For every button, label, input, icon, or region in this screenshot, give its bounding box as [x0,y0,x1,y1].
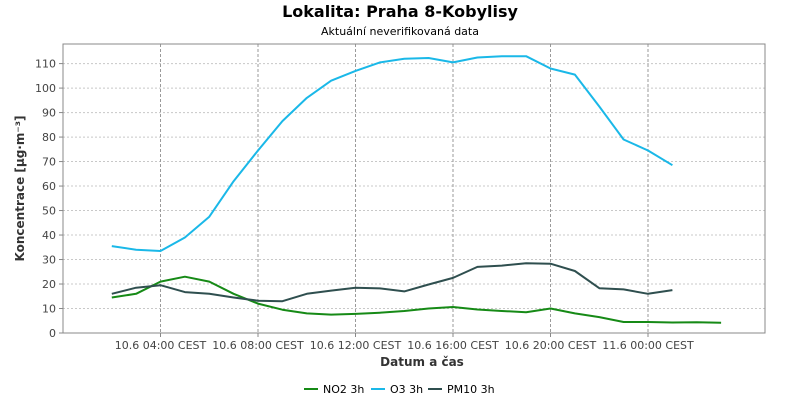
y-tick-label: 100 [35,82,56,95]
x-axis-label: Datum a čas [380,355,464,369]
x-tick-label: 10.6 16:00 CEST [407,339,499,352]
legend: NO2 3h O3 3h PM10 3h [304,383,495,396]
x-tick-label: 10.6 04:00 CEST [115,339,207,352]
y-tick-label: 60 [42,180,56,193]
x-tick-label: 10.6 12:00 CEST [310,339,402,352]
y-tick-label: 0 [49,327,56,340]
x-tick-label: 10.6 20:00 CEST [505,339,597,352]
y-tick-label: 20 [42,278,56,291]
y-tick-label: 10 [42,303,56,316]
x-tick-label: 10.6 08:00 CEST [212,339,304,352]
y-tick-label: 40 [42,229,56,242]
legend-label: O3 3h [390,383,423,396]
x-axis-ticks: 10.6 04:00 CEST 10.6 08:00 CEST 10.6 12:00… [115,333,694,352]
x-tick-label: 11.6 00:00 CEST [602,339,694,352]
y-tick-label: 70 [42,156,56,169]
y-tick-label: 30 [42,254,56,267]
y-tick-label: 110 [35,58,56,71]
y-tick-label: 50 [42,205,56,218]
series-line-0 [111,275,722,324]
legend-label: PM10 3h [447,383,495,396]
y-axis-ticks: 0 10 20 30 40 50 60 70 80 90 100 110 [35,58,63,340]
series-lines [111,55,722,324]
y-tick-label: 80 [42,131,56,144]
plot-area [62,43,766,334]
y-tick-label: 90 [42,107,56,120]
y-axis-label: Koncentrace [µg·m⁻³] [13,116,27,262]
chart-title: Lokalita: Praha 8-Kobylisy [282,2,518,21]
gridlines [63,44,765,334]
chart-subtitle: Aktuální neverifikovaná data [321,25,479,38]
series-line-2 [111,262,673,303]
series-line-1 [111,55,673,252]
legend-label: NO2 3h [323,383,364,396]
